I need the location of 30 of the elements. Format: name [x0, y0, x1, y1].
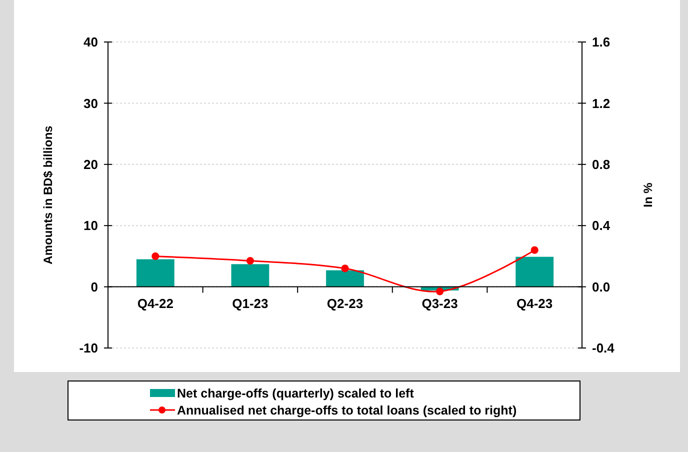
y-axis-title: Amounts in BD$ billions [41, 125, 55, 264]
y2-tick-label: 0.0 [592, 279, 610, 294]
y2-axis-title: In % [641, 182, 655, 208]
bar [231, 264, 270, 287]
legend-label: Annualised net charge-offs to total loans (scaled to right) [177, 403, 517, 418]
x-tick-label: Q4-23 [516, 296, 553, 311]
point [246, 256, 254, 265]
bar [326, 270, 364, 287]
bar [136, 259, 174, 287]
y2-tick-label: 1.2 [592, 96, 610, 111]
point [152, 252, 160, 260]
point [436, 288, 444, 296]
y2-tick-label: 0.8 [592, 156, 610, 172]
y2-tick-label: 0.4 [592, 218, 611, 234]
x-tick-label: Q1-23 [232, 296, 268, 311]
x-tick-label: Q2-23 [326, 296, 364, 311]
legend-label: Net charge-offs (quarterly) scaled to left [177, 386, 415, 400]
y-tick-label: 30 [84, 96, 98, 111]
y-tick-label: 40 [84, 34, 98, 50]
point [341, 264, 349, 272]
y2-tick-label: -0.4 [592, 340, 616, 356]
y-tick-label: -10 [79, 340, 98, 356]
bar [516, 256, 554, 287]
y-tick-label: 10 [84, 218, 98, 234]
point [530, 246, 538, 254]
x-tick-label: Q3-23 [422, 296, 458, 311]
y-tick-label: 0 [90, 279, 98, 294]
y-tick-label: 20 [84, 156, 98, 172]
x-tick-label: Q4-22 [137, 296, 174, 311]
y2-tick-label: 1.6 [592, 34, 610, 50]
